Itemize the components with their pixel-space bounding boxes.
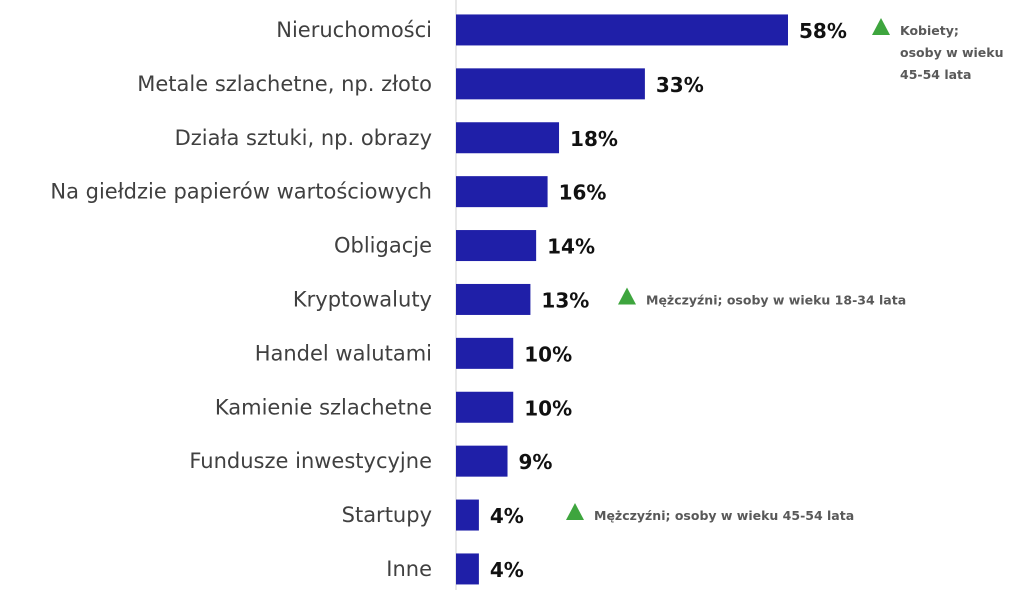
value-label: 58% xyxy=(799,19,847,43)
bar xyxy=(456,68,645,100)
annotation-text: 45-54 lata xyxy=(900,67,971,82)
annotation-text: Mężczyźni; osoby w wieku 18-34 lata xyxy=(646,292,906,307)
bar xyxy=(456,337,514,369)
annotation-text: Mężczyźni; osoby w wieku 45-54 lata xyxy=(594,508,854,523)
category-label: Startupy xyxy=(342,503,432,527)
value-label: 13% xyxy=(541,288,589,312)
value-label: 33% xyxy=(656,73,704,97)
bar xyxy=(456,230,537,262)
annotation-text: osoby w wieku xyxy=(900,45,1004,60)
category-label: Na giełdzie papierów wartościowych xyxy=(50,180,432,204)
bar xyxy=(456,553,479,585)
annotation-text: Kobiety; xyxy=(900,23,959,38)
category-label: Fundusze inwestycyjne xyxy=(189,449,432,473)
bar xyxy=(456,391,514,423)
value-label: 14% xyxy=(547,235,595,259)
value-label: 9% xyxy=(519,450,553,474)
bar xyxy=(456,445,508,477)
category-label: Działa sztuki, np. obrazy xyxy=(175,126,432,150)
category-label: Nieruchomości xyxy=(276,18,432,42)
up-triangle-icon xyxy=(872,17,890,35)
bar xyxy=(456,176,548,208)
value-label: 18% xyxy=(570,127,618,151)
value-label: 4% xyxy=(490,504,524,528)
bar xyxy=(456,283,531,315)
bar xyxy=(456,122,560,154)
category-label: Kryptowaluty xyxy=(293,287,432,311)
value-label: 4% xyxy=(490,558,524,582)
category-label: Obligacje xyxy=(334,234,432,258)
category-label: Handel walutami xyxy=(255,341,432,365)
bar xyxy=(456,14,788,46)
category-label: Kamienie szlachetne xyxy=(215,395,432,419)
category-label: Inne xyxy=(386,557,432,581)
up-triangle-icon xyxy=(566,503,584,521)
up-triangle-icon xyxy=(618,287,636,305)
value-label: 10% xyxy=(524,396,572,420)
category-label: Metale szlachetne, np. złoto xyxy=(137,72,432,96)
bar xyxy=(456,499,479,531)
value-label: 16% xyxy=(559,181,607,205)
value-label: 10% xyxy=(524,342,572,366)
